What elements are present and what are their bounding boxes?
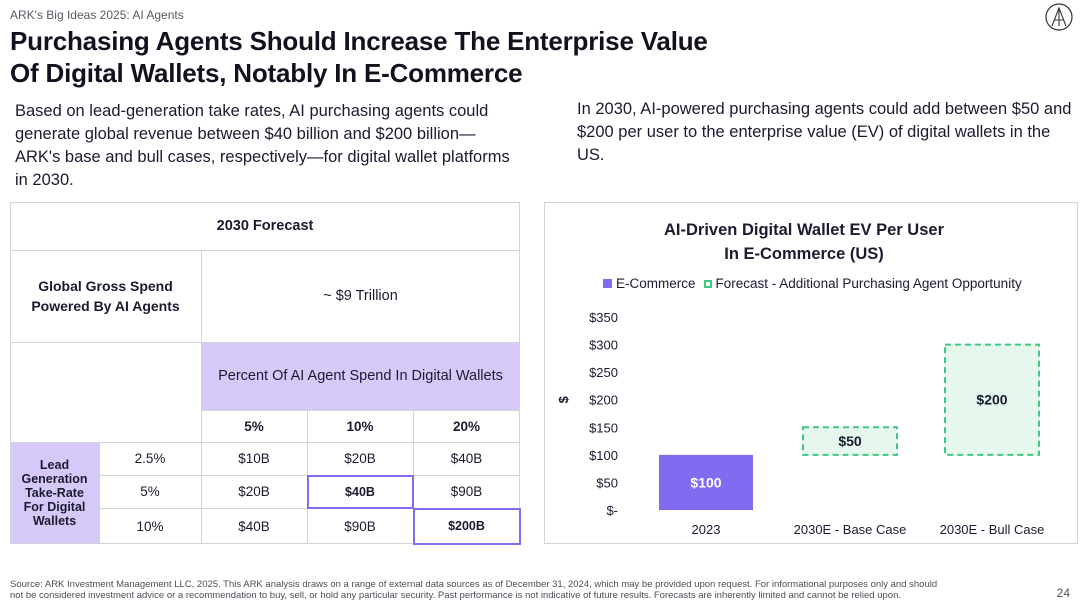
y-tick-label: $250: [589, 365, 618, 380]
gross-spend-value: ~ $9 Trillion: [323, 288, 398, 304]
right-paragraph: In 2030, AI-powered purchasing agents co…: [577, 100, 1072, 164]
chart-title: AI-Driven Digital Wallet EV Per User In …: [544, 218, 1064, 266]
title-line-2: Of Digital Wallets, Notably In E-Commerc…: [10, 58, 523, 88]
kicker-text: ARK's Big Ideas 2025: AI Agents: [10, 8, 184, 22]
bull-case-highlight: [413, 508, 521, 545]
bar-forecast-2: [944, 343, 1040, 456]
col-header-2: 10%: [346, 418, 374, 434]
grid-line: [99, 442, 100, 544]
table-cell: $20B: [344, 451, 376, 466]
grid-line: [10, 342, 520, 343]
table-cell: $40B: [450, 451, 483, 466]
table-header: 2030 Forecast: [216, 218, 314, 234]
gross-spend-label: Global Gross Spend Powered By AI Agents: [31, 278, 180, 314]
x-tick-label: 2030E - Base Case: [794, 522, 907, 537]
base-case-highlight: [307, 475, 414, 509]
table-cell: $40B: [238, 518, 270, 534]
page-title: Purchasing Agents Should Increase The En…: [10, 25, 910, 89]
take-rate-1: 2.5%: [134, 451, 166, 466]
col-header-3: 20%: [452, 418, 481, 434]
bar-forecast-1: [802, 426, 898, 456]
bar-chart: $ $- $50 $100 $150 $200 $250 $300 $350 $100 2023 $5…: [556, 310, 1045, 537]
grid-line: [10, 543, 520, 544]
grid-line: [10, 202, 11, 544]
grid-line: [201, 410, 520, 411]
x-tick-label: 2023: [692, 522, 721, 537]
data-label: $50: [838, 433, 862, 449]
data-label: $100: [690, 474, 721, 490]
table-cell: $20B: [238, 484, 270, 499]
percent-header: Percent Of AI Agent Spend In Digital Wal…: [201, 342, 520, 410]
grid-line: [201, 250, 202, 544]
table-cell: $90B: [344, 518, 376, 534]
chart-title-line-2: In E-Commerce (US): [724, 245, 884, 263]
title-line-1: Purchasing Agents Should Increase The En…: [10, 26, 708, 56]
y-tick-label: $-: [606, 503, 618, 518]
forecast-table: Percent Of AI Agent Spend In Digital Wal…: [10, 202, 521, 545]
legend-label-ecommerce: E-Commerce: [616, 276, 696, 291]
take-rate-2: 5%: [140, 484, 160, 499]
chart-legend: E-Commerce Forecast - Additional Purchas…: [603, 276, 1022, 291]
chart-panel: [544, 202, 1078, 544]
page-number: 24: [1056, 586, 1070, 600]
col-header-1: 5%: [244, 418, 264, 434]
y-tick-label: $200: [589, 393, 618, 408]
bar-ecommerce-0: [659, 454, 753, 510]
bull-case-cell: $200B: [448, 519, 485, 533]
footer-line-2: not be considered investment advice or a…: [10, 590, 902, 601]
y-tick-label: $100: [589, 448, 618, 463]
grid-line: [10, 442, 520, 443]
y-axis-label: $: [556, 395, 571, 403]
legend-swatch-forecast: [703, 279, 712, 288]
row-header: Lead Generation Take-Rate For Digital Wa…: [10, 442, 99, 544]
data-label: $200: [976, 392, 1007, 408]
left-paragraph: Based on lead-generation take rates, AI …: [15, 102, 510, 189]
y-tick-label: $300: [589, 338, 618, 353]
legend-label-forecast: Forecast - Additional Purchasing Agent O…: [715, 276, 1022, 291]
y-tick-label: $150: [589, 420, 618, 435]
table-cell: $10B: [238, 451, 270, 466]
grid-line: [10, 202, 520, 203]
take-rate-3: 10%: [136, 518, 164, 534]
grid-line: [10, 250, 520, 251]
chart-title-line-1: AI-Driven Digital Wallet EV Per User: [664, 221, 944, 239]
x-tick-label: 2030E - Bull Case: [940, 522, 1045, 537]
grid-line: [519, 202, 520, 544]
table-cell: $90B: [450, 484, 483, 499]
base-case-cell: $40B: [345, 484, 375, 499]
y-tick-label: $50: [596, 475, 618, 490]
footer-line-1: Source: ARK Investment Management LLC, 2…: [10, 579, 938, 590]
legend-swatch-ecommerce: [603, 279, 612, 288]
y-tick-label: $350: [589, 310, 618, 325]
ark-logo-icon: [1045, 3, 1073, 31]
footer-source: Source: ARK Investment Management LLC, 2…: [10, 579, 980, 601]
